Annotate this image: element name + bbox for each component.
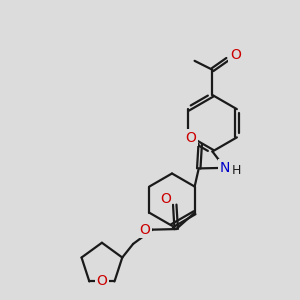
Text: N: N: [220, 161, 230, 175]
Text: H: H: [232, 164, 241, 177]
Text: O: O: [160, 192, 171, 206]
Text: O: O: [185, 130, 196, 145]
Text: O: O: [230, 48, 241, 62]
Text: O: O: [97, 274, 107, 288]
Text: O: O: [140, 223, 150, 237]
